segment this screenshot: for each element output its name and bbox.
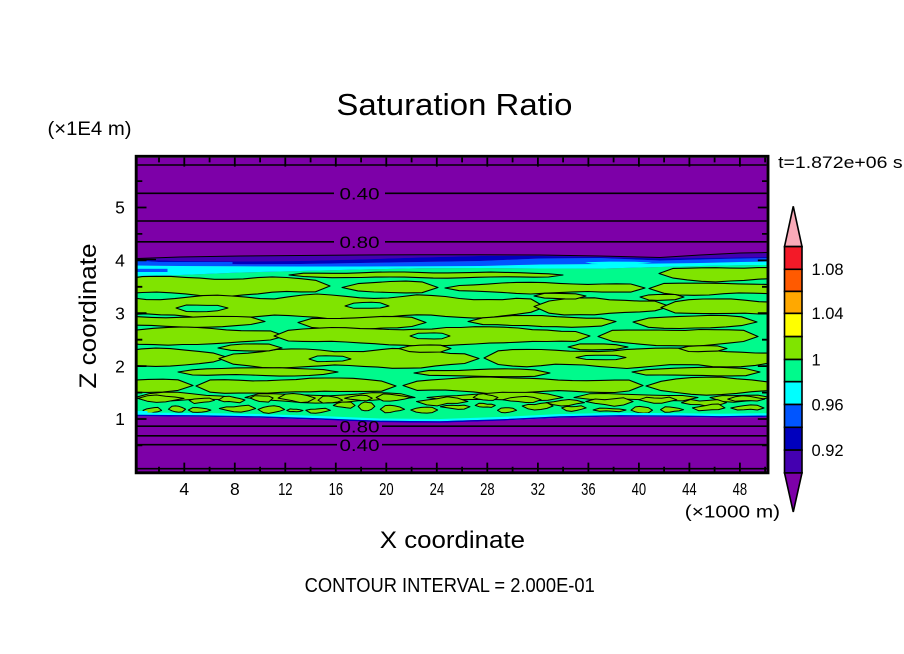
svg-text:8: 8 xyxy=(230,479,240,499)
svg-text:X coordinate: X coordinate xyxy=(380,527,525,554)
svg-text:40: 40 xyxy=(632,479,647,499)
svg-text:48: 48 xyxy=(733,479,748,499)
svg-text:5: 5 xyxy=(115,198,125,218)
svg-text:3: 3 xyxy=(115,303,125,323)
svg-text:t=1.872e+06 s: t=1.872e+06 s xyxy=(778,154,903,172)
svg-text:16: 16 xyxy=(329,479,344,499)
svg-text:44: 44 xyxy=(682,479,697,499)
svg-text:0.40: 0.40 xyxy=(340,436,380,455)
svg-text:4: 4 xyxy=(179,479,189,499)
svg-text:0.80: 0.80 xyxy=(340,418,380,437)
svg-text:Saturation Ratio: Saturation Ratio xyxy=(336,87,572,122)
svg-text:36: 36 xyxy=(581,479,596,499)
svg-text:12: 12 xyxy=(278,479,293,499)
svg-text:(×1000 m): (×1000 m) xyxy=(685,502,780,522)
svg-text:4: 4 xyxy=(115,251,125,271)
svg-text:1.08: 1.08 xyxy=(812,261,844,279)
svg-text:Z coordinate: Z coordinate xyxy=(75,243,102,388)
svg-text:28: 28 xyxy=(480,479,495,499)
svg-text:0.96: 0.96 xyxy=(812,396,844,414)
svg-text:CONTOUR INTERVAL = 2.000E-01: CONTOUR INTERVAL = 2.000E-01 xyxy=(305,575,595,597)
svg-text:1: 1 xyxy=(812,351,821,369)
svg-text:1.04: 1.04 xyxy=(812,305,844,323)
svg-text:0.40: 0.40 xyxy=(340,185,380,204)
svg-text:24: 24 xyxy=(430,479,445,499)
svg-text:0.80: 0.80 xyxy=(340,233,380,252)
svg-text:(×1E4 m): (×1E4 m) xyxy=(48,118,132,140)
svg-text:2: 2 xyxy=(115,356,125,376)
svg-text:0.92: 0.92 xyxy=(812,442,844,460)
svg-text:1: 1 xyxy=(115,409,125,429)
svg-text:32: 32 xyxy=(531,479,546,499)
svg-text:20: 20 xyxy=(379,479,394,499)
